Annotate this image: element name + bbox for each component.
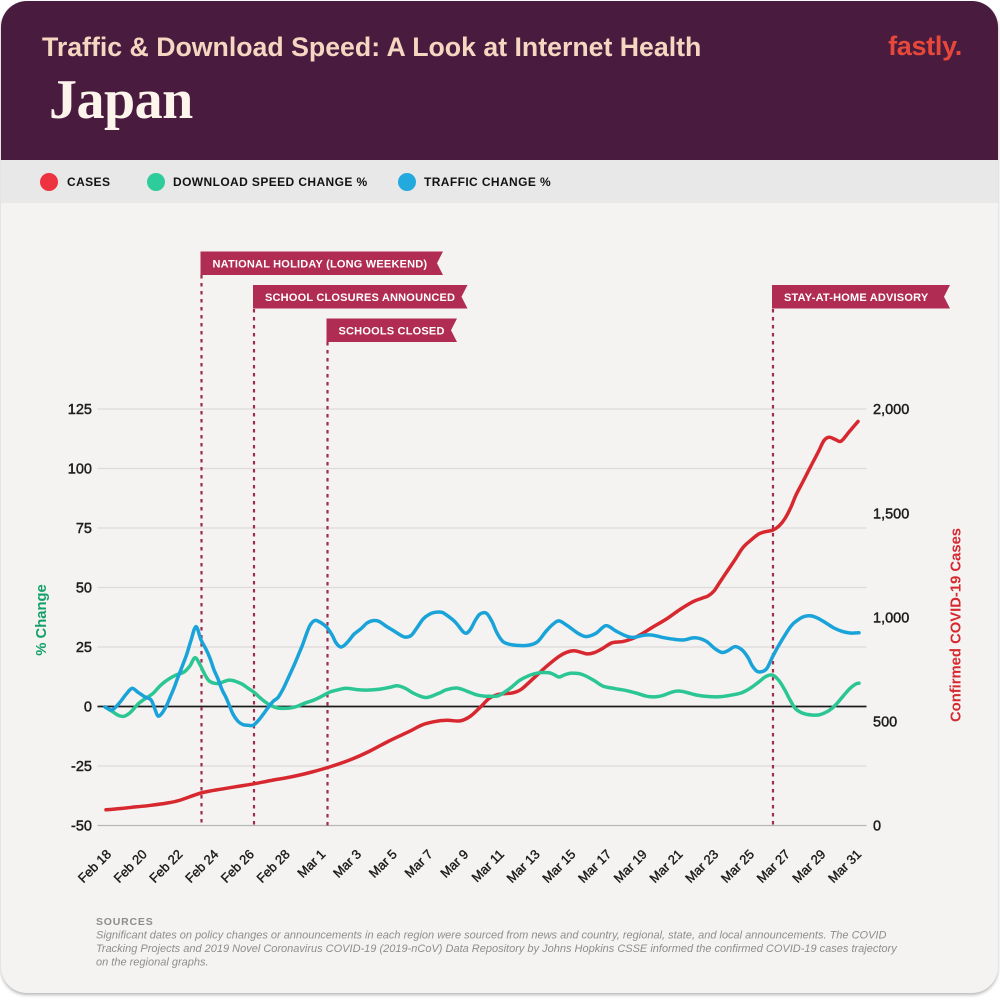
svg-text:Confirmed COVID-19 Cases: Confirmed COVID-19 Cases [949, 528, 965, 722]
svg-text:Feb 24: Feb 24 [182, 847, 221, 886]
svg-text:0: 0 [873, 819, 881, 835]
svg-text:25: 25 [76, 640, 92, 656]
svg-text:1,000: 1,000 [873, 611, 909, 627]
svg-text:Mar 3: Mar 3 [330, 847, 364, 881]
svg-text:Mar 11: Mar 11 [468, 847, 507, 886]
svg-text:Feb 20: Feb 20 [111, 847, 150, 886]
svg-text:Mar 23: Mar 23 [682, 847, 721, 886]
svg-text:Mar 19: Mar 19 [611, 847, 650, 886]
svg-text:Mar 29: Mar 29 [789, 847, 828, 886]
svg-text:Mar 15: Mar 15 [539, 847, 578, 886]
svg-text:SOURCES: SOURCES [96, 916, 154, 928]
svg-text:Mar 31: Mar 31 [825, 847, 864, 886]
svg-text:Mar 9: Mar 9 [437, 847, 471, 881]
svg-text:100: 100 [68, 462, 92, 478]
svg-text:SCHOOLS CLOSED: SCHOOLS CLOSED [339, 325, 445, 337]
svg-text:on the regional graphs.: on the regional graphs. [96, 957, 209, 969]
svg-text:2,000: 2,000 [873, 402, 909, 418]
svg-text:Feb 28: Feb 28 [253, 847, 292, 886]
svg-text:Mar 25: Mar 25 [718, 847, 757, 886]
svg-text:75: 75 [76, 521, 92, 537]
svg-text:500: 500 [873, 715, 897, 731]
svg-text:Mar 7: Mar 7 [402, 847, 436, 881]
svg-text:STAY-AT-HOME ADVISORY: STAY-AT-HOME ADVISORY [784, 292, 929, 304]
svg-text:Mar 17: Mar 17 [575, 847, 614, 886]
svg-text:Mar 1: Mar 1 [294, 847, 328, 881]
svg-text:0: 0 [84, 700, 92, 716]
svg-text:50: 50 [76, 581, 92, 597]
svg-text:% Change: % Change [34, 584, 50, 656]
svg-text:NATIONAL HOLIDAY (LONG WEEKEND: NATIONAL HOLIDAY (LONG WEEKEND) [213, 258, 428, 270]
svg-text:Mar 27: Mar 27 [754, 847, 793, 886]
svg-text:Mar 13: Mar 13 [503, 847, 542, 886]
svg-text:1,500: 1,500 [873, 506, 909, 522]
svg-text:Tracking Projects and 2019 Nov: Tracking Projects and 2019 Novel Coronav… [96, 943, 898, 955]
svg-text:125: 125 [68, 402, 92, 418]
svg-text:Feb 18: Feb 18 [75, 847, 114, 886]
svg-text:SCHOOL CLOSURES ANNOUNCED: SCHOOL CLOSURES ANNOUNCED [265, 292, 455, 304]
svg-text:-25: -25 [71, 759, 92, 775]
svg-text:Feb 22: Feb 22 [146, 847, 185, 886]
svg-text:Mar 21: Mar 21 [646, 847, 685, 886]
svg-text:Feb 26: Feb 26 [218, 847, 257, 886]
svg-text:Significant dates on policy ch: Significant dates on policy changes or a… [96, 930, 886, 942]
svg-text:Mar 5: Mar 5 [366, 847, 400, 881]
svg-text:-50: -50 [71, 819, 92, 835]
